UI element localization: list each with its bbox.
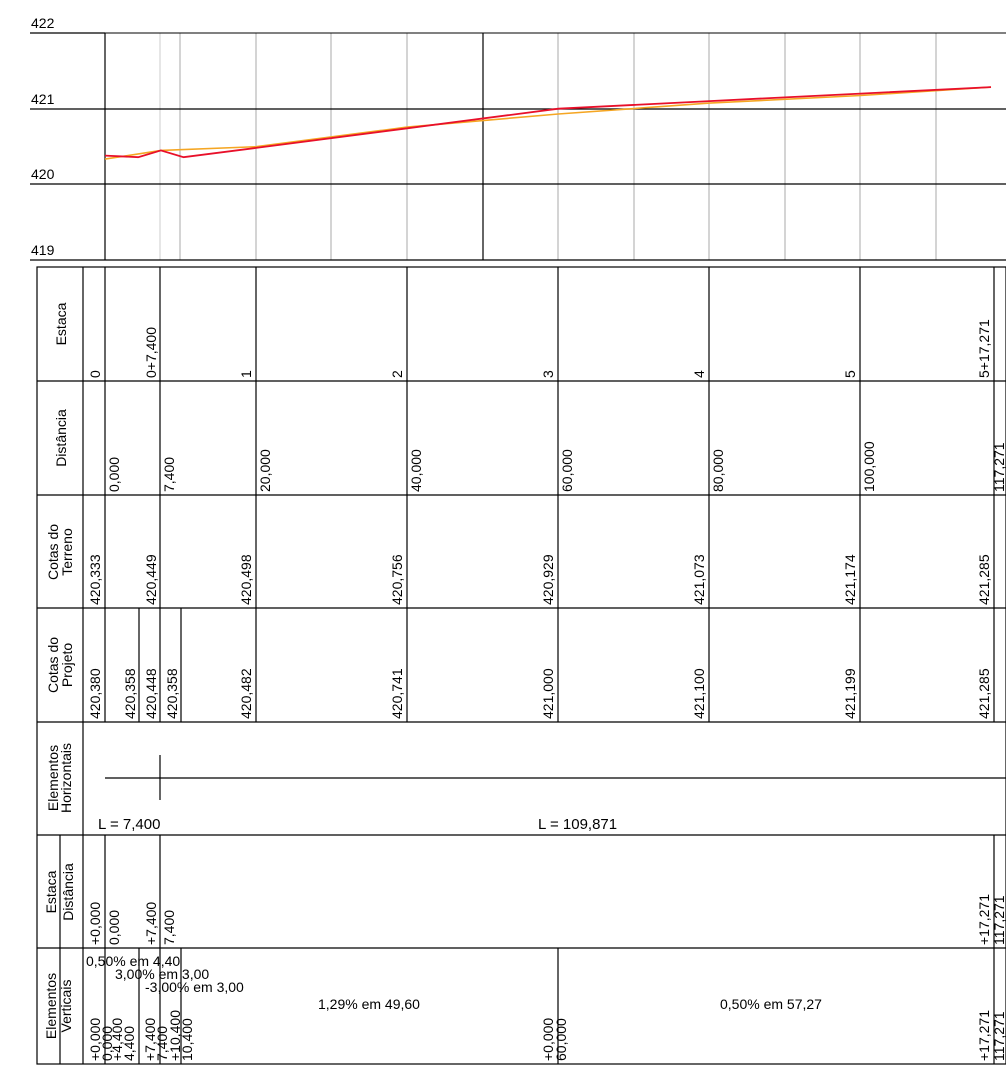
row-estaca: 0 0+7,400 1 2 3 4 5 5+17,271: [87, 267, 995, 381]
row-label-cotas-terreno-1: Cotas do: [45, 524, 61, 580]
cota-projeto-cell: 420,358: [122, 668, 138, 719]
vertical-point: 117,271: [991, 1011, 1006, 1061]
estaca-cell: 5+17,271: [976, 319, 992, 378]
row-headers: Estaca Distância Cotas do Terreno Cotas …: [43, 302, 76, 1039]
estaca-dist-cell: 0,000: [106, 910, 122, 945]
distancia-cell: 60,000: [559, 449, 575, 492]
row-label-elem-vert-1: Elementos: [43, 973, 59, 1039]
vertical-point: 4,400: [121, 1026, 137, 1061]
vertical-point: 10,400: [179, 1018, 195, 1061]
estaca-cell: 5: [842, 370, 858, 378]
vertical-grade: 1,29% em 49,60: [318, 996, 420, 1012]
vertical-grade: 0,50% em 57,27: [720, 996, 822, 1012]
cota-projeto-cell: 420,358: [164, 668, 180, 719]
row-label-elem-vert-2: Verticais: [58, 980, 74, 1033]
cota-terreno-cell: 420,333: [87, 554, 103, 605]
row-label-elem-horiz-1: Elementos: [45, 745, 61, 811]
estaca-cell: 2: [389, 370, 405, 378]
vertical-point: +7,400: [142, 1018, 158, 1061]
row-label-elem-horiz-2: Horizontais: [58, 743, 74, 813]
horizontal-element-length: L = 7,400: [98, 816, 160, 833]
estaca-dist-cell: +7,400: [143, 902, 159, 945]
row-elementos-horizontais: L = 7,400 L = 109,871: [98, 755, 1006, 833]
vertical-point: +17,271: [976, 1010, 992, 1061]
row-label-estaca-2: Estaca: [43, 870, 59, 913]
vertical-grade: 3,00% em 3,00: [115, 966, 209, 982]
row-estaca-distancia: +0,000 0,000 +7,400 7,400 +17,271 117,27…: [87, 835, 1006, 948]
distancia-cell: 100,000: [861, 441, 877, 492]
estaca-dist-cell: +0,000: [87, 902, 103, 945]
distancia-cell: 40,000: [408, 449, 424, 492]
vertical-point: 7,400: [154, 1026, 170, 1061]
distancia-cell: 7,400: [161, 457, 177, 492]
estaca-cell: 1: [238, 370, 254, 378]
estaca-dist-cell: 7,400: [161, 910, 177, 945]
cota-projeto-cell: 420,741: [389, 668, 405, 719]
vertical-point: +0,000: [87, 1018, 103, 1061]
cota-terreno-cell: 420,498: [238, 554, 254, 605]
estaca-cell: 0: [87, 370, 103, 378]
elevation-label-422: 422: [31, 15, 55, 31]
vertical-point: +0,000: [540, 1018, 556, 1061]
distancia-cell: 0,000: [106, 457, 122, 492]
distancia-cell: 20,000: [257, 449, 273, 492]
cota-projeto-cell: 420,380: [87, 668, 103, 719]
vertical-point: +4,400: [109, 1018, 125, 1061]
cota-projeto-cell: 421,285: [976, 668, 992, 719]
elevation-label-421: 421: [31, 91, 55, 107]
row-cotas-terreno: 420,333 420,449 420,498 420,756 420,929 …: [87, 495, 995, 608]
cota-projeto-cell: 421,000: [540, 668, 556, 719]
row-label-cotas-projeto-2: Projeto: [59, 643, 75, 688]
row-label-estaca: Estaca: [53, 302, 69, 345]
profile-graph: 422 421 420 419: [30, 15, 1006, 261]
horizontal-element-length: L = 109,871: [538, 816, 617, 833]
terrain-profile-line: [104, 86, 992, 160]
cota-projeto-cell: 420,482: [238, 668, 254, 719]
distancia-cell: 80,000: [710, 449, 726, 492]
vertical-grade: 0,50% em 4,40: [86, 953, 180, 969]
cota-terreno-cell: 421,285: [976, 554, 992, 605]
profile-grid: [159, 33, 937, 260]
row-elementos-verticais: 0,50% em 4,40 3,00% em 3,00 -3,00% em 3,…: [86, 948, 1006, 1064]
row-cotas-projeto: 420,380 420,358 420,448 420,358 420,482 …: [87, 608, 995, 722]
row-label-distancia-2: Distância: [60, 863, 76, 921]
estaca-cell: 3: [540, 370, 556, 378]
estaca-dist-cell: 117,271: [991, 895, 1006, 945]
vertical-point: 0,000: [99, 1026, 115, 1061]
cota-terreno-cell: 420,929: [540, 554, 556, 605]
vertical-grade: -3,00% em 3,00: [145, 979, 244, 995]
cota-projeto-cell: 421,100: [691, 668, 707, 719]
vertical-point: +10,400: [167, 1010, 183, 1061]
cota-projeto-cell: 421,199: [842, 668, 858, 719]
cota-terreno-cell: 421,174: [842, 554, 858, 605]
elevation-label-419: 419: [31, 242, 55, 258]
cota-terreno-cell: 421,073: [691, 554, 707, 605]
cota-terreno-cell: 420,756: [389, 554, 405, 605]
cota-projeto-cell: 420,448: [143, 668, 159, 719]
estaca-cell: 4: [691, 370, 707, 378]
project-profile-line: [104, 86, 992, 159]
profile-axes: [30, 32, 1006, 261]
estaca-cell: 0+7,400: [143, 327, 159, 378]
row-label-cotas-projeto-1: Cotas do: [45, 637, 61, 693]
row-distancia: 0,000 7,400 20,000 40,000 60,000 80,000 …: [104, 381, 1006, 495]
distancia-cell: 117,271: [991, 442, 1006, 492]
data-table-frame: [36, 266, 1006, 1065]
vertical-point: 60,000: [553, 1018, 569, 1061]
cota-terreno-cell: 420,449: [143, 554, 159, 605]
row-label-cotas-terreno-2: Terreno: [59, 528, 75, 576]
row-label-distancia: Distância: [53, 409, 69, 467]
elevation-label-420: 420: [31, 166, 55, 182]
estaca-dist-cell: +17,271: [976, 894, 992, 945]
